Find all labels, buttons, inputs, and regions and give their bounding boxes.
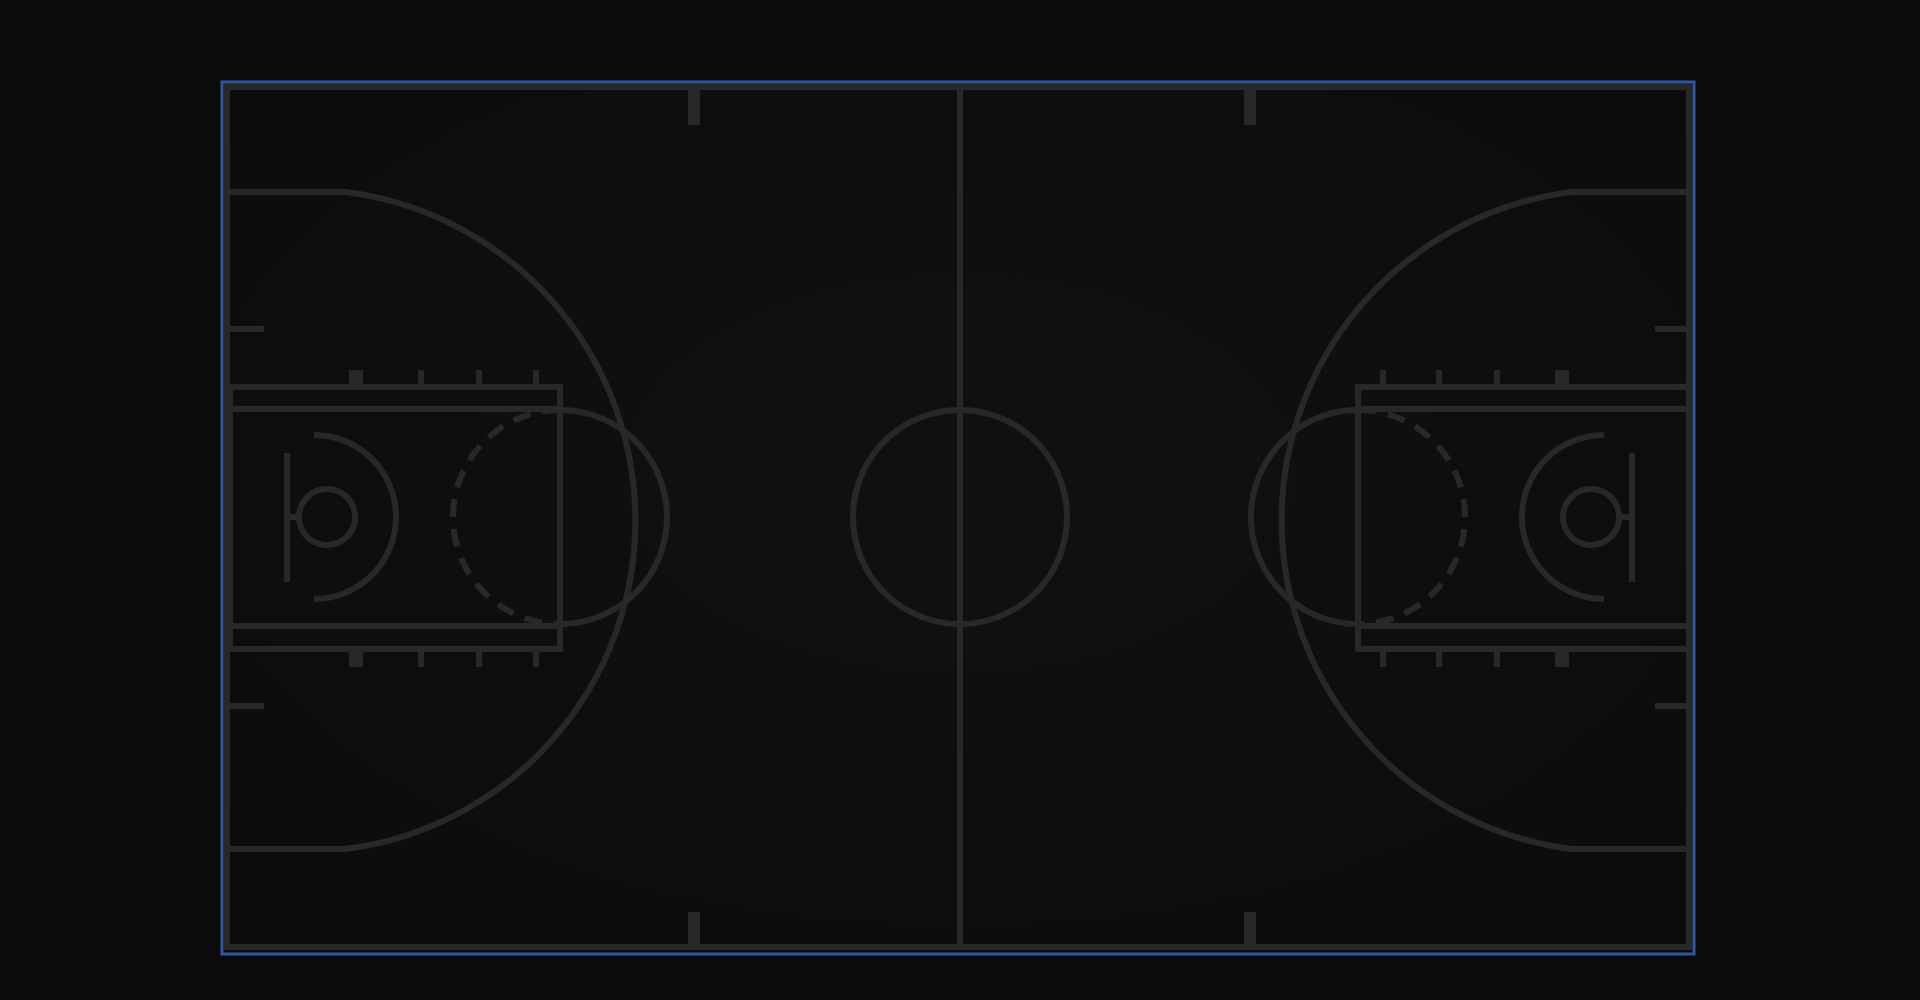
free-throw-circle-right bbox=[1248, 407, 1359, 627]
restricted-area-left bbox=[313, 432, 399, 602]
court-lines bbox=[224, 84, 1692, 950]
center-circle bbox=[850, 407, 1070, 627]
lane-outer-right bbox=[1355, 384, 1692, 652]
free-throw-circle-dashed-left bbox=[450, 407, 561, 627]
free-throw-circle-left bbox=[559, 407, 670, 627]
three-point-line-left bbox=[230, 189, 639, 852]
free-throw-circle-dashed-right bbox=[1357, 407, 1468, 627]
lane-outer-left bbox=[227, 384, 563, 652]
left-half bbox=[227, 189, 670, 852]
rim-right bbox=[1560, 486, 1622, 548]
selection-frame[interactable] bbox=[220, 80, 1696, 956]
restricted-area-right bbox=[1519, 432, 1605, 602]
three-point-line-right bbox=[1278, 189, 1689, 852]
right-half bbox=[1248, 189, 1692, 852]
rim-left bbox=[296, 486, 358, 548]
